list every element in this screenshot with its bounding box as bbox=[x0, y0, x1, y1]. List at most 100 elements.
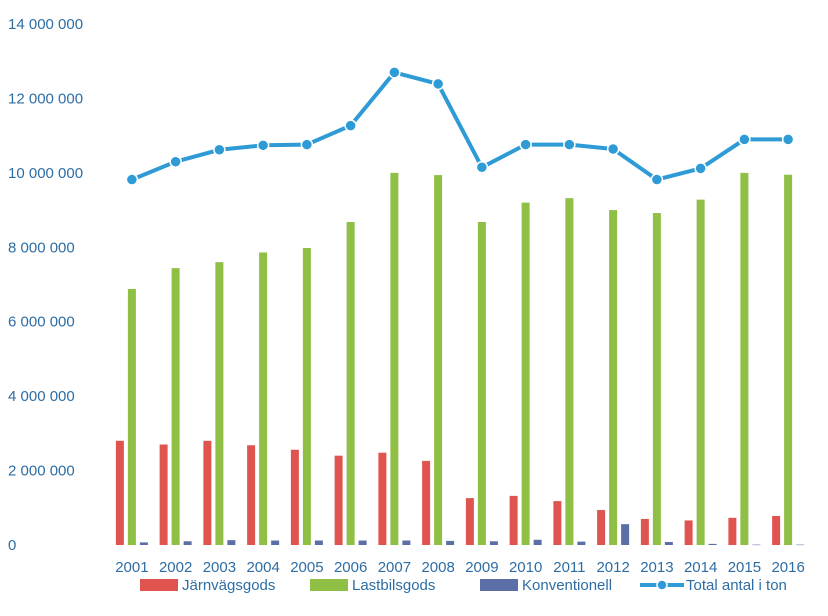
bar bbox=[259, 252, 268, 545]
line-point bbox=[169, 155, 182, 168]
bar bbox=[334, 455, 343, 545]
bar bbox=[358, 540, 367, 545]
line-point bbox=[125, 173, 139, 186]
x-axis: 2001 2002 2003 2004 2005 2006 2007 2008 2009 2010… bbox=[115, 559, 805, 576]
line-point bbox=[300, 138, 314, 151]
x-tick-label: 2016 bbox=[771, 559, 804, 576]
legend-label: Lastbilsgods bbox=[352, 577, 435, 594]
line-point bbox=[519, 138, 532, 151]
legend-item: Konventionell bbox=[480, 577, 612, 594]
bar bbox=[609, 210, 618, 546]
bar bbox=[302, 248, 311, 545]
bar bbox=[465, 498, 474, 545]
x-tick-label: 2007 bbox=[378, 559, 411, 576]
x-tick-label: 2010 bbox=[509, 559, 542, 576]
legend-swatch bbox=[140, 579, 178, 591]
x-tick-label: 2013 bbox=[640, 559, 673, 576]
bar bbox=[565, 198, 574, 546]
y-tick-label: 6 000 000 bbox=[8, 314, 75, 331]
bar bbox=[577, 541, 586, 545]
legend-label: Järnvägsgods bbox=[182, 577, 275, 594]
legend-label: Total antal i ton bbox=[686, 577, 787, 594]
x-tick-label: 2011 bbox=[553, 559, 585, 576]
bar bbox=[533, 539, 542, 545]
line-point bbox=[388, 66, 401, 79]
bar bbox=[509, 495, 518, 545]
x-tick-label: 2015 bbox=[728, 559, 761, 576]
y-tick-label: 0 bbox=[8, 537, 16, 554]
bar-series bbox=[115, 172, 805, 546]
line-point bbox=[475, 161, 489, 174]
bar bbox=[597, 510, 606, 545]
legend: Järnvägsgods Lastbilsgods Konventionell Tot… bbox=[140, 577, 787, 594]
bar bbox=[621, 524, 630, 545]
bar bbox=[696, 199, 705, 545]
bar bbox=[171, 268, 180, 545]
x-tick-label: 2008 bbox=[421, 559, 454, 576]
bar bbox=[752, 544, 761, 546]
x-tick-label: 2009 bbox=[465, 559, 498, 576]
line-point bbox=[781, 133, 795, 146]
legend-label: Konventionell bbox=[522, 577, 612, 594]
x-tick-label: 2006 bbox=[334, 559, 367, 576]
y-tick-label: 10 000 000 bbox=[8, 165, 83, 182]
bar bbox=[772, 515, 781, 545]
bar bbox=[215, 262, 224, 545]
y-tick-label: 4 000 000 bbox=[8, 388, 75, 405]
bar bbox=[728, 517, 737, 545]
bar bbox=[402, 540, 411, 545]
bar bbox=[390, 172, 399, 545]
bar bbox=[378, 452, 387, 545]
y-tick-label: 14 000 000 bbox=[8, 16, 83, 33]
x-tick-label: 2001 bbox=[115, 559, 148, 576]
bar bbox=[553, 501, 562, 545]
bar bbox=[139, 542, 148, 545]
bar bbox=[159, 444, 168, 545]
bar bbox=[489, 541, 498, 545]
bar bbox=[664, 542, 673, 545]
bar bbox=[652, 213, 661, 545]
bar bbox=[183, 541, 192, 545]
line-point bbox=[606, 142, 620, 156]
x-tick-label: 2005 bbox=[290, 559, 323, 576]
line-point bbox=[344, 119, 357, 132]
legend-item: Lastbilsgods bbox=[310, 577, 435, 594]
x-tick-label: 2003 bbox=[203, 559, 236, 576]
bar bbox=[521, 202, 530, 545]
legend-item: Total antal i ton bbox=[640, 577, 787, 594]
line-point bbox=[738, 133, 751, 146]
bar bbox=[708, 543, 717, 545]
bar bbox=[271, 540, 280, 545]
bar bbox=[290, 449, 299, 545]
y-tick-label: 2 000 000 bbox=[8, 463, 75, 480]
legend-marker bbox=[656, 579, 668, 591]
bar bbox=[446, 540, 455, 545]
legend-item: Järnvägsgods bbox=[140, 577, 275, 594]
bar bbox=[346, 221, 355, 546]
bar bbox=[477, 221, 486, 546]
bar bbox=[203, 440, 212, 545]
y-axis: 0 2 000 000 4 000 000 6 000 000 8 000 000 10 … bbox=[8, 16, 83, 554]
line-point bbox=[213, 143, 226, 157]
y-tick-label: 12 000 000 bbox=[8, 90, 83, 107]
line-point bbox=[650, 173, 664, 186]
bar bbox=[247, 445, 256, 545]
series-line bbox=[131, 70, 789, 182]
line-point bbox=[431, 77, 445, 91]
line-point bbox=[694, 162, 707, 175]
bar bbox=[796, 544, 805, 546]
x-tick-label: 2004 bbox=[246, 559, 279, 576]
bar bbox=[115, 440, 124, 545]
bar bbox=[434, 175, 443, 545]
bar bbox=[740, 172, 749, 545]
bar bbox=[784, 174, 793, 546]
bar bbox=[227, 540, 236, 545]
legend-swatch bbox=[480, 579, 518, 591]
bar bbox=[684, 520, 693, 545]
bar bbox=[640, 518, 649, 545]
line-point bbox=[563, 138, 576, 151]
legend-swatch bbox=[310, 579, 348, 591]
line-point bbox=[256, 139, 270, 152]
bar bbox=[127, 288, 136, 545]
